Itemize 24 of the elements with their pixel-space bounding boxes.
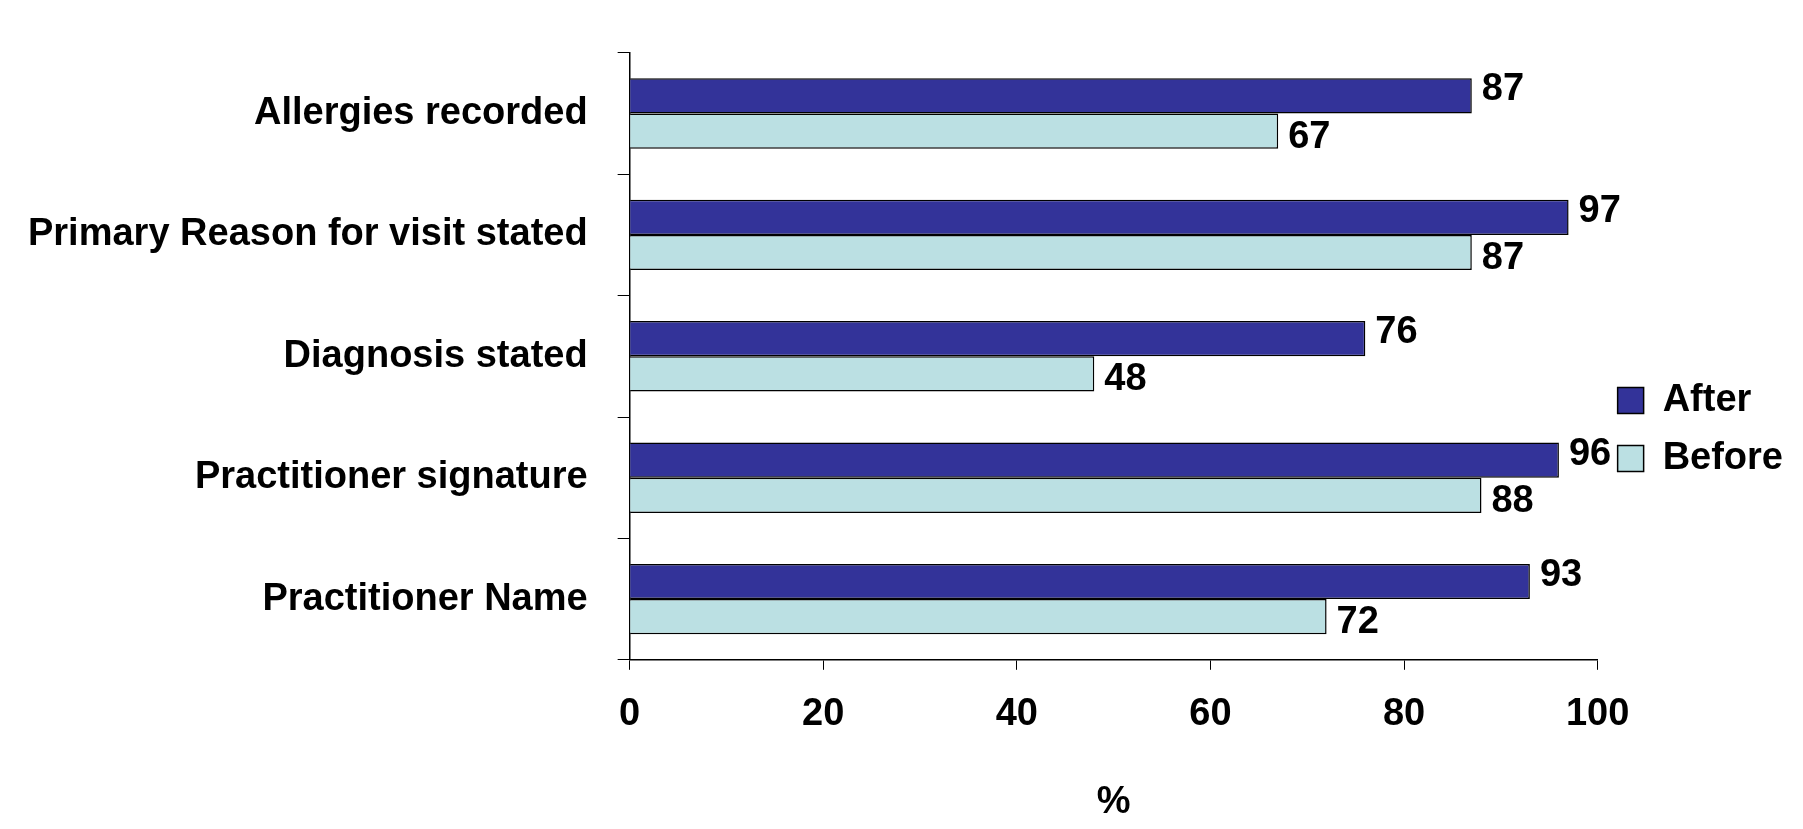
y-tick-label: Diagnosis stated bbox=[283, 332, 588, 375]
x-tick-label: 80 bbox=[1382, 691, 1426, 734]
data-label: 76 bbox=[1375, 309, 1418, 352]
legend-label: Before bbox=[1662, 434, 1784, 477]
y-tick-label: Practitioner Name bbox=[262, 575, 588, 618]
data-label: 96 bbox=[1568, 430, 1612, 473]
x-axis-title: % bbox=[1096, 778, 1131, 821]
data-label: 87 bbox=[1481, 234, 1525, 277]
x-tick-label: 0 bbox=[619, 691, 641, 734]
data-label: 93 bbox=[1539, 551, 1583, 594]
x-tick-label: 100 bbox=[1565, 691, 1630, 734]
data-label: 88 bbox=[1491, 477, 1534, 520]
data-label: 97 bbox=[1578, 187, 1621, 230]
legend-label: After bbox=[1662, 376, 1752, 419]
y-tick-label: Practitioner signature bbox=[194, 454, 588, 497]
data-label: 48 bbox=[1104, 356, 1147, 399]
y-tick-label: Allergies recorded bbox=[253, 89, 588, 132]
data-label: 72 bbox=[1336, 599, 1379, 642]
x-tick-label: 60 bbox=[1189, 691, 1232, 734]
data-label: 67 bbox=[1288, 113, 1331, 156]
data-label: 87 bbox=[1481, 66, 1525, 109]
x-tick-label: 40 bbox=[995, 691, 1038, 734]
y-tick-label: Primary Reason for visit stated bbox=[27, 211, 588, 254]
x-tick-label: 20 bbox=[802, 691, 845, 734]
